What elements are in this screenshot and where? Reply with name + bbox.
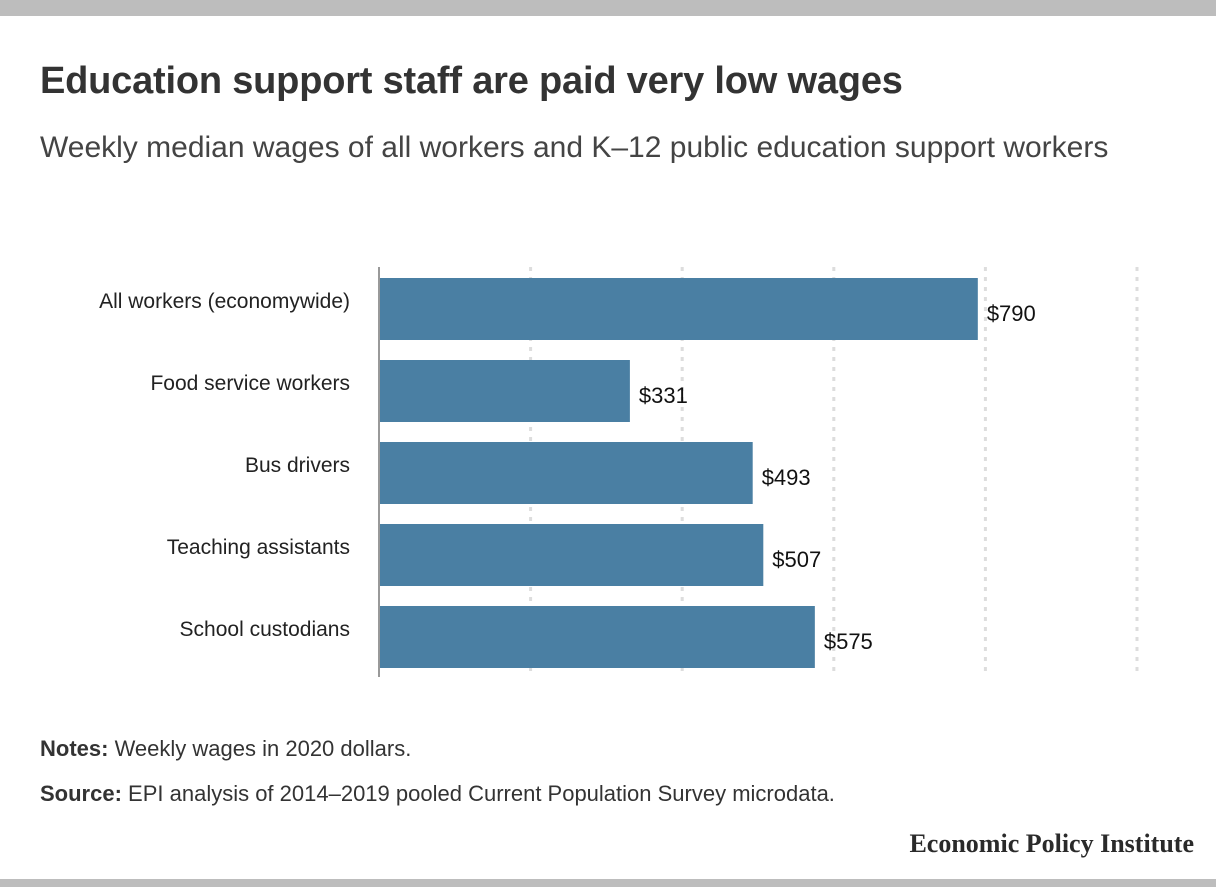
brand-logo-text: Economic Policy Institute bbox=[909, 829, 1194, 858]
value-label: $575 bbox=[824, 629, 873, 654]
top-decor-band bbox=[0, 0, 1216, 16]
notes-line: Notes: Weekly wages in 2020 dollars. bbox=[40, 736, 411, 762]
bars bbox=[380, 278, 978, 668]
category-labels: All workers (economywide) Food service wo… bbox=[99, 290, 350, 641]
category-label: All workers (economywide) bbox=[99, 290, 350, 313]
notes-label: Notes: bbox=[40, 736, 109, 761]
chart-subtitle: Weekly median wages of all workers and K… bbox=[40, 131, 1109, 164]
chart-title: Education support staff are paid very lo… bbox=[40, 60, 903, 102]
category-label: Teaching assistants bbox=[167, 536, 350, 559]
source-text: EPI analysis of 2014–2019 pooled Current… bbox=[121, 781, 835, 806]
bottom-decor-band bbox=[0, 879, 1216, 887]
bar bbox=[380, 360, 630, 422]
bar bbox=[380, 524, 764, 586]
bar bbox=[380, 278, 978, 340]
notes-text: Weekly wages in 2020 dollars. bbox=[108, 736, 412, 761]
source-label: Source: bbox=[40, 781, 122, 806]
bar bbox=[380, 606, 815, 668]
bar-chart: All workers (economywide) Food service wo… bbox=[99, 267, 1139, 677]
category-label: School custodians bbox=[180, 618, 350, 641]
category-label: Food service workers bbox=[150, 372, 350, 395]
value-label: $507 bbox=[772, 547, 821, 572]
value-label: $790 bbox=[987, 301, 1036, 326]
bar bbox=[380, 442, 753, 504]
value-labels: $790 $331 $493 $507 $575 bbox=[639, 301, 1036, 654]
value-label: $493 bbox=[762, 465, 811, 490]
value-label: $331 bbox=[639, 383, 688, 408]
category-label: Bus drivers bbox=[245, 454, 350, 477]
source-line: Source: EPI analysis of 2014–2019 pooled… bbox=[40, 781, 835, 807]
